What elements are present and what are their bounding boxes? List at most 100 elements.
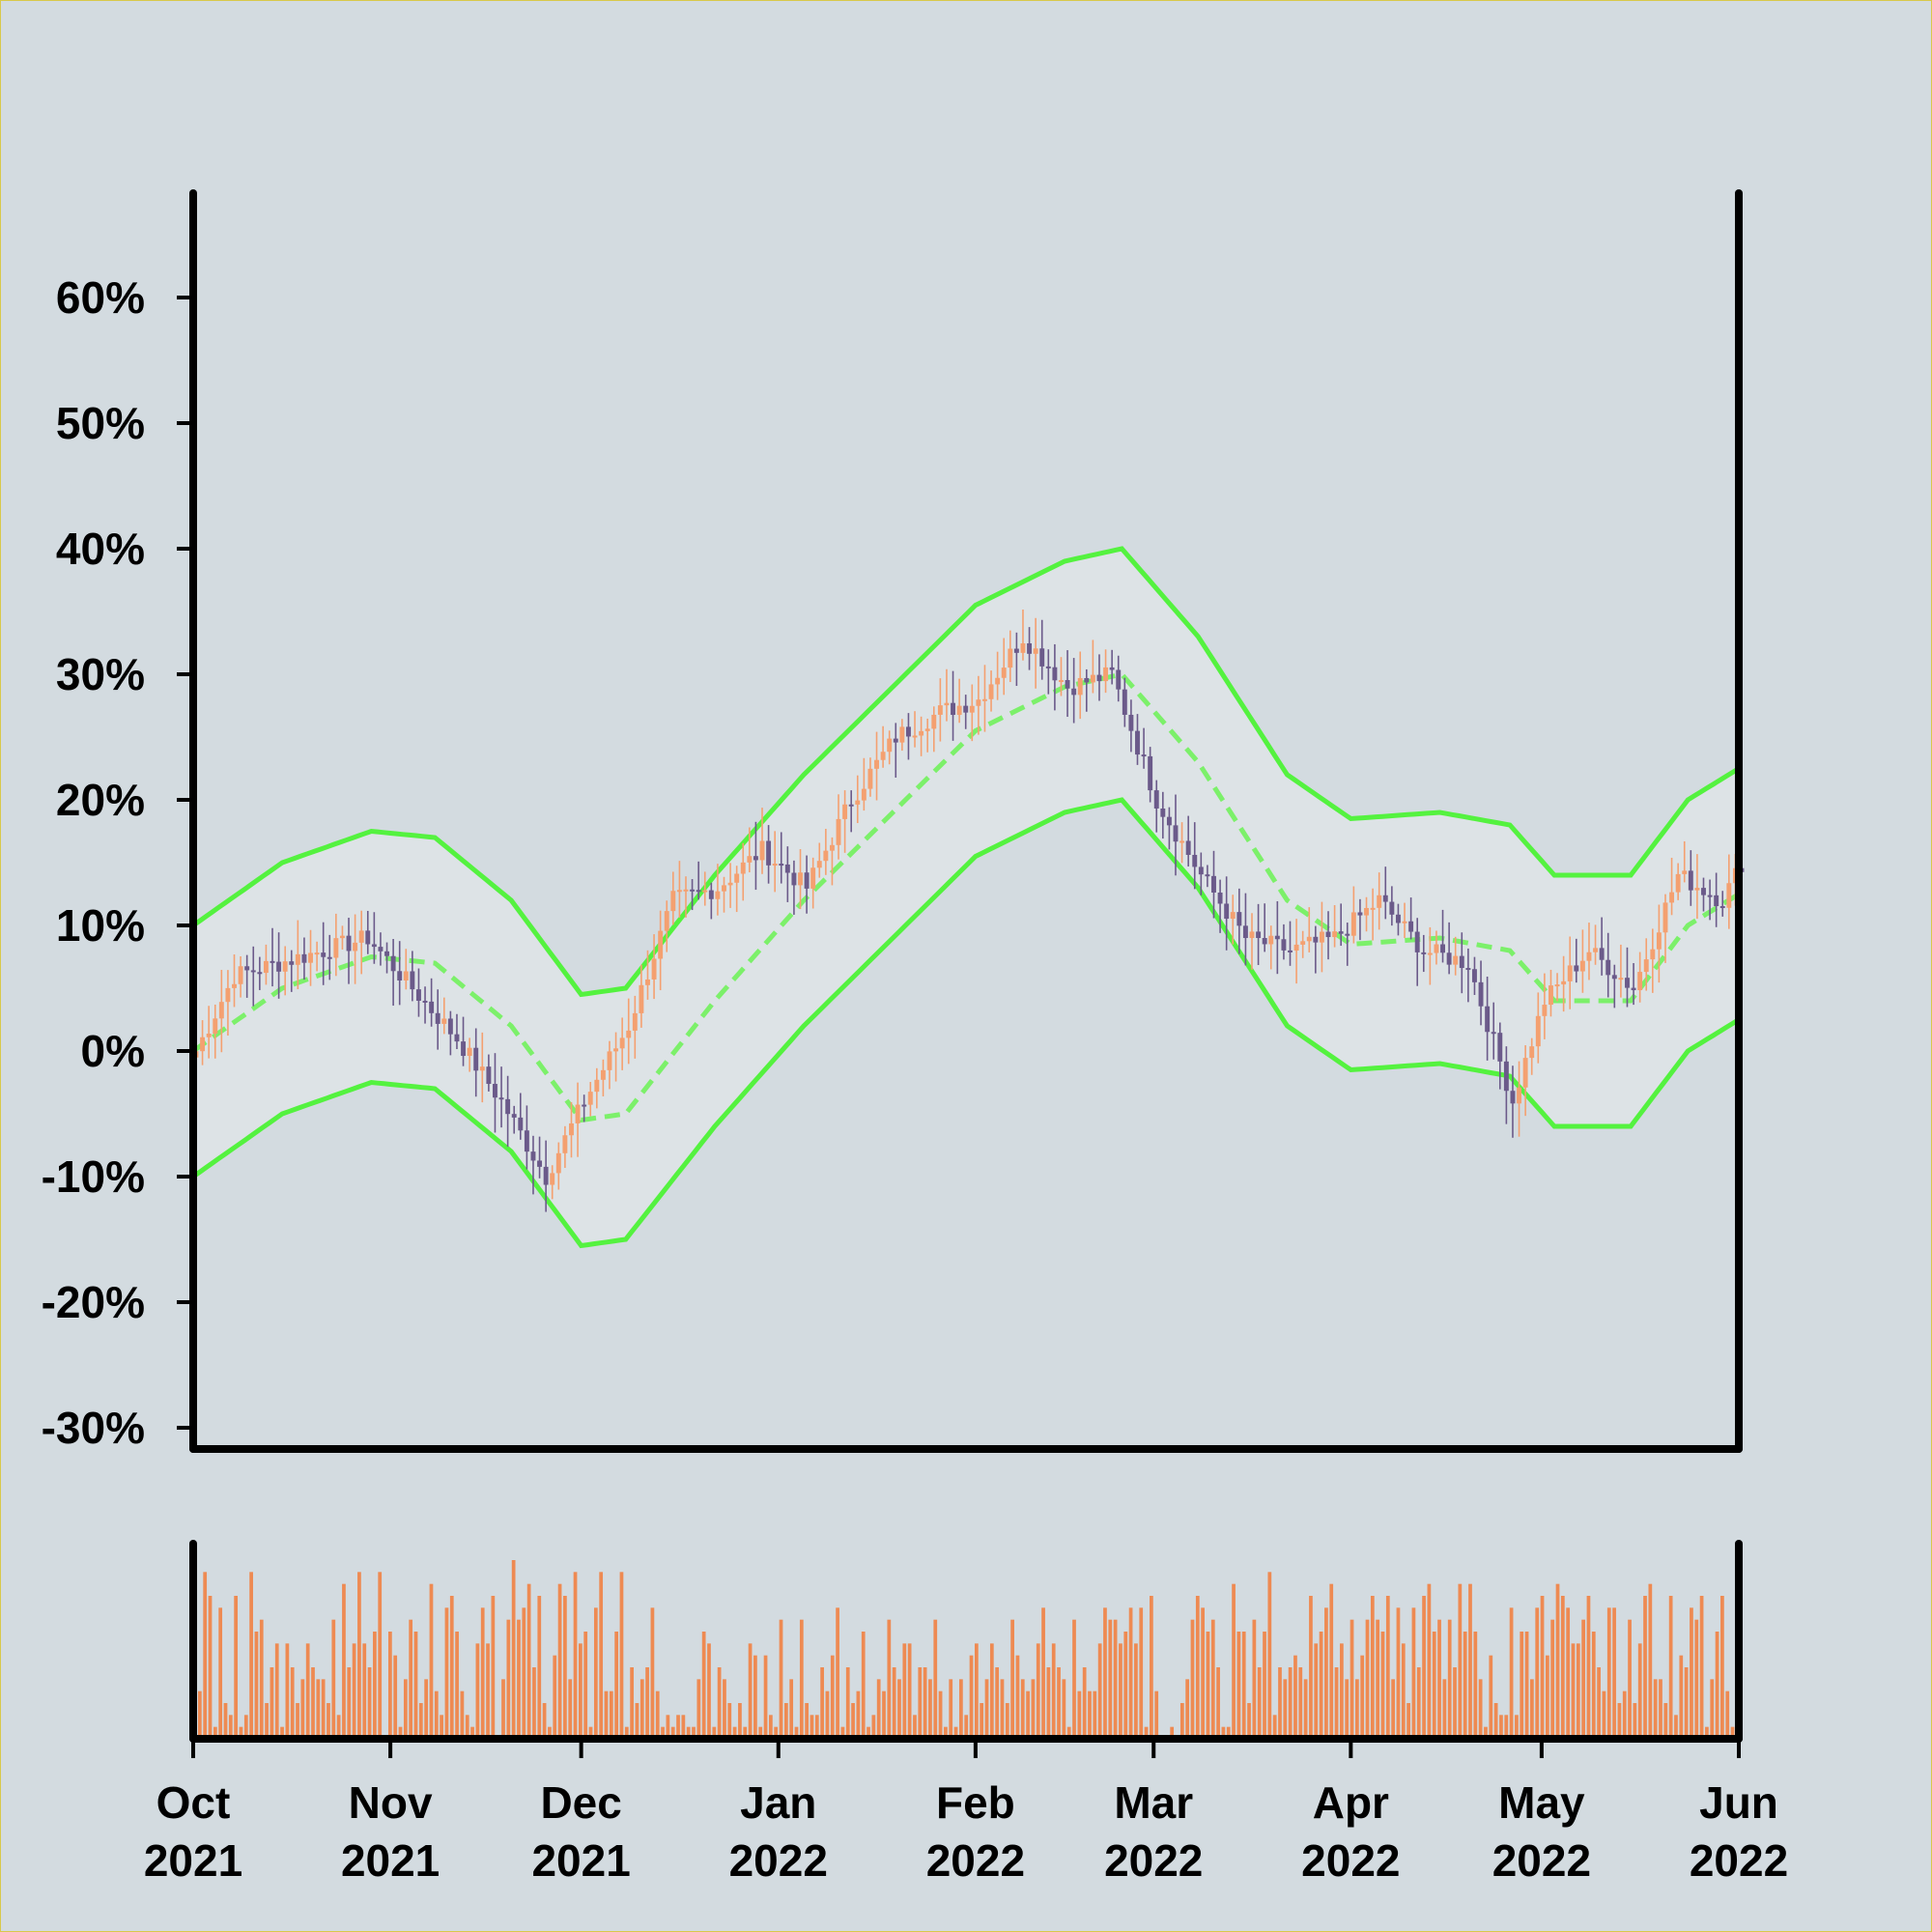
candle-body <box>321 952 327 957</box>
candle-body <box>1669 892 1675 903</box>
volume-bar <box>1581 1619 1585 1739</box>
volume-bar <box>1694 1619 1699 1739</box>
candle-body <box>1357 912 1363 916</box>
candle-body <box>690 889 696 892</box>
volume-bar <box>876 1679 881 1739</box>
candle-body <box>1561 980 1567 985</box>
volume-bar <box>1648 1583 1653 1739</box>
candle-body <box>346 935 352 952</box>
volume-bar <box>882 1690 886 1739</box>
volume-bar <box>1263 1632 1266 1739</box>
volume-bar <box>1179 1703 1184 1739</box>
candle-body <box>1650 949 1656 960</box>
candle-body <box>1535 1015 1541 1047</box>
candle-body <box>295 953 300 965</box>
candle-body <box>1643 959 1649 973</box>
volume-bar <box>265 1703 269 1739</box>
band-middle-line <box>191 671 1741 1123</box>
candle-body <box>804 872 810 889</box>
candle-body <box>816 861 822 868</box>
candle-body <box>823 850 829 862</box>
candle-body <box>422 1000 428 1003</box>
volume-bar <box>897 1679 901 1739</box>
candle-body <box>607 1051 612 1070</box>
candle-body <box>1402 921 1407 923</box>
candle-body <box>1020 642 1026 653</box>
candle-body <box>244 966 250 971</box>
volume-bar <box>198 1690 202 1739</box>
candle-body <box>1453 955 1459 965</box>
volume-bar <box>1659 1679 1662 1739</box>
y-tick-label: -30% <box>42 1403 145 1453</box>
candle-body <box>1618 978 1624 980</box>
volume-bar <box>836 1607 839 1739</box>
volume-bar <box>367 1667 372 1739</box>
volume-bar <box>290 1667 295 1739</box>
candle-body <box>1027 642 1033 654</box>
candle-body <box>518 1117 524 1131</box>
volume-bar <box>774 1726 779 1739</box>
volume-bar <box>856 1690 861 1739</box>
volume-bar <box>342 1583 346 1739</box>
candle-body <box>1274 935 1280 940</box>
volume-bar <box>563 1596 567 1739</box>
volume-bar <box>270 1667 274 1739</box>
candle-body <box>1249 931 1255 939</box>
candle-body <box>1001 668 1007 678</box>
volume-bar <box>1530 1679 1534 1739</box>
volume-bar <box>1540 1596 1545 1739</box>
y-tick-label: -10% <box>42 1151 145 1202</box>
candle-body <box>651 958 657 980</box>
volume-bar <box>1226 1726 1231 1739</box>
candle-body <box>1542 1005 1548 1016</box>
candle-body <box>435 1012 440 1024</box>
volume-bar <box>763 1655 768 1739</box>
candle-body <box>358 930 364 943</box>
x-tick-year: 2022 <box>926 1835 1025 1886</box>
volume-bar <box>1643 1596 1647 1739</box>
volume-bar <box>1602 1690 1606 1739</box>
y-tick-label: 40% <box>56 524 145 574</box>
x-tick-year: 2022 <box>1301 1835 1400 1886</box>
candle-body <box>600 1069 606 1080</box>
volume-bar <box>727 1703 732 1739</box>
volume-bar <box>609 1690 613 1739</box>
x-tick-year: 2022 <box>729 1835 828 1886</box>
volume-bar <box>1097 1643 1102 1739</box>
volume-bar <box>1020 1679 1025 1739</box>
volume-bar <box>249 1572 253 1739</box>
x-tick-year: 2022 <box>1690 1835 1788 1886</box>
volume-bar <box>1241 1632 1246 1739</box>
candle-body <box>1160 808 1166 817</box>
volume-bar <box>907 1643 912 1739</box>
volume-bar <box>1272 1715 1277 1739</box>
volume-bar <box>614 1632 619 1739</box>
volume-bar <box>1031 1679 1036 1739</box>
volume-bar <box>1113 1619 1118 1739</box>
volume-bar <box>1571 1643 1576 1739</box>
volume-bar <box>650 1607 655 1739</box>
volume-bar <box>331 1619 336 1739</box>
candle-body <box>1529 1046 1535 1059</box>
candle-body <box>1682 870 1688 874</box>
candle-body <box>1446 952 1452 965</box>
volume-bar <box>624 1726 629 1739</box>
x-tick-year: 2021 <box>144 1835 242 1886</box>
volume-bar <box>1267 1572 1272 1739</box>
candle-body <box>1497 1033 1503 1062</box>
volume-bar <box>1066 1726 1071 1739</box>
y-axis-tick-labels: 60% 50% 40% 30% 20% 10% 0% -10% -20% -30% <box>42 272 145 1453</box>
candle-body <box>810 867 816 889</box>
candle-body <box>1567 965 1573 981</box>
y-tick-label: 60% <box>56 272 145 323</box>
candle-body <box>1236 912 1242 926</box>
candle-body <box>702 890 708 893</box>
candle-body <box>988 684 994 699</box>
volume-bar <box>1515 1715 1519 1739</box>
candle-body <box>1268 935 1274 945</box>
volume-bar <box>867 1726 870 1739</box>
candle-body <box>658 930 664 959</box>
volume-bar <box>1637 1643 1642 1739</box>
candle-body <box>1611 975 1617 980</box>
candle-body <box>479 1066 485 1071</box>
